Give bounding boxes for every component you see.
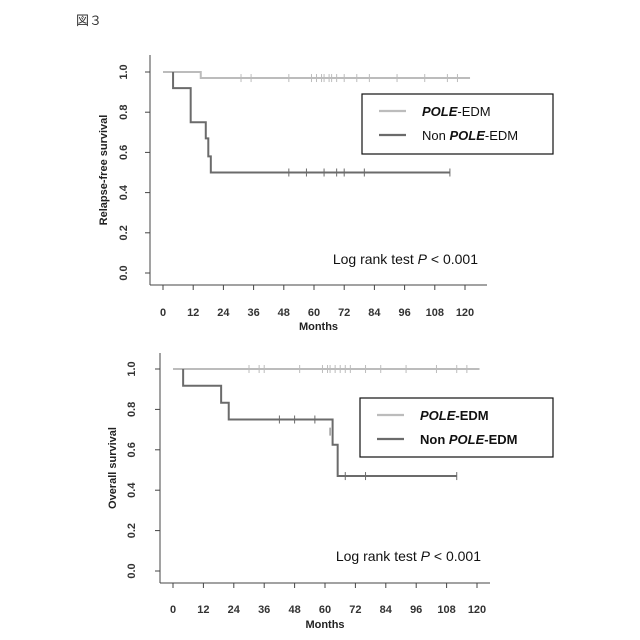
log-rank-annotation: Log rank test P < 0.001 [336, 548, 481, 564]
x-tick-label: 108 [437, 604, 455, 616]
legend-label: POLE-EDM [420, 408, 489, 423]
chart-2: 0 12 24 36 48 60 72 84 96 108 120 0.0 0.2 0.4 0.6 0.8 1.… [107, 353, 553, 631]
y-axis-title: Overall survival [107, 427, 119, 509]
x-tick-label: 84 [380, 604, 393, 616]
y-tick-label: 0.2 [118, 225, 130, 240]
y-tick-label: 0.2 [126, 523, 138, 538]
log-rank-annotation: Log rank test P < 0.001 [333, 251, 478, 267]
x-axis-title: Months [299, 321, 338, 333]
x-tick-label: 12 [197, 604, 209, 616]
x-tick-label: 48 [278, 307, 290, 319]
y-axis-title: Relapse-free survival [98, 115, 110, 226]
y-tick-label: 0.0 [118, 265, 130, 280]
chart-1: 0 12 24 36 48 60 72 84 96 108 120 0.0 0.2 0.4 0.6 0.8 1.… [98, 55, 553, 333]
y-tick-label: 0.4 [118, 184, 130, 200]
legend-label: Non POLE-EDM [420, 432, 518, 447]
x-tick-label: 12 [187, 307, 199, 319]
x-tick-label: 48 [288, 604, 300, 616]
x-axis-title: Months [305, 619, 344, 631]
y-tick-label: 1.0 [118, 64, 130, 79]
legend-box [360, 398, 553, 457]
x-tick-label: 120 [456, 307, 474, 319]
x-tick-label: 96 [398, 307, 410, 319]
y-tick-label: 0.4 [126, 482, 138, 498]
legend-label: Non POLE-EDM [422, 128, 518, 143]
x-tick-label: 108 [426, 307, 444, 319]
y-tick-label: 0.0 [126, 563, 138, 578]
legend-label: POLE-EDM [422, 104, 491, 119]
x-tick-label: 72 [349, 604, 361, 616]
x-tick-label: 0 [160, 307, 166, 319]
y-tick-label: 1.0 [126, 361, 138, 376]
x-tick-label: 120 [468, 604, 486, 616]
x-tick-label: 36 [258, 604, 270, 616]
x-tick-label: 0 [170, 604, 176, 616]
x-tick-label: 96 [410, 604, 422, 616]
legend-box [362, 94, 553, 154]
y-tick-label: 0.8 [126, 402, 138, 417]
x-tick-label: 60 [308, 307, 320, 319]
y-tick-label: 0.6 [126, 442, 138, 457]
x-tick-label: 84 [368, 307, 381, 319]
x-tick-label: 36 [247, 307, 259, 319]
y-tick-label: 0.6 [118, 145, 130, 160]
x-tick-label: 72 [338, 307, 350, 319]
x-tick-label: 24 [228, 604, 241, 616]
y-tick-label: 0.8 [118, 105, 130, 120]
x-tick-label: 24 [217, 307, 230, 319]
x-tick-label: 60 [319, 604, 331, 616]
